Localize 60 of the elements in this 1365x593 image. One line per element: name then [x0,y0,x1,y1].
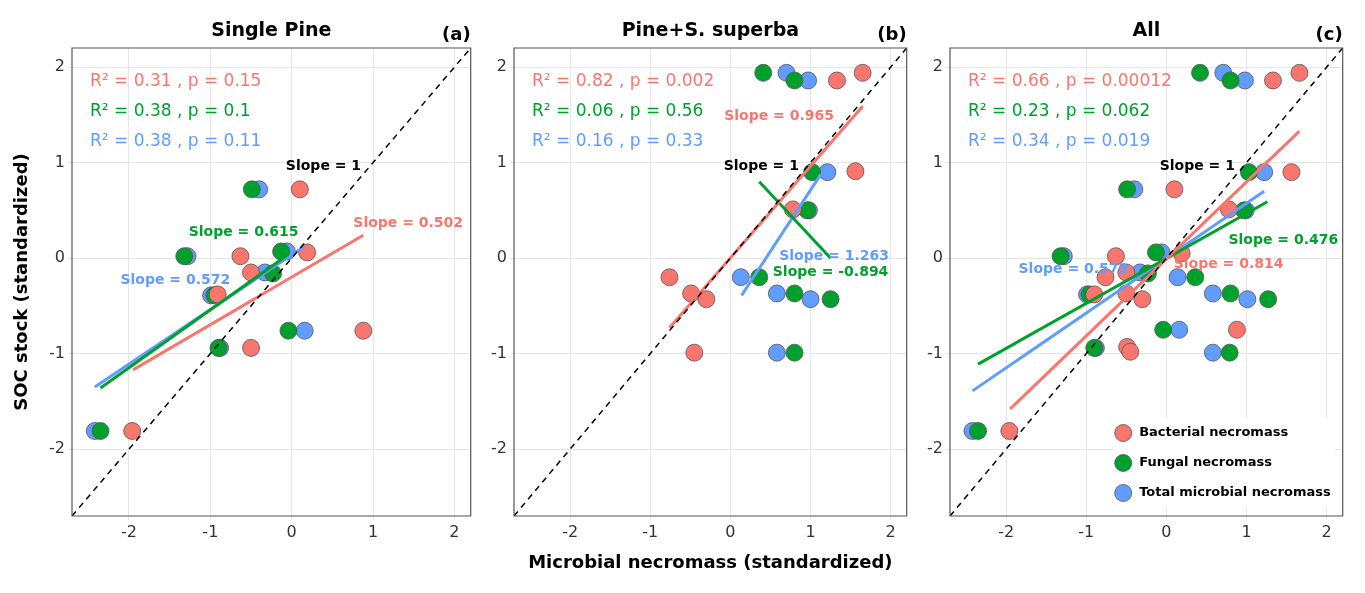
y-tick-label: -2 [491,438,507,458]
annotation: R² = 0.06 , p = 0.56 [532,100,704,120]
series-label: Slope = 1 [723,157,799,174]
legend-label: Fungal necromass [1139,454,1273,470]
x-tick-label: 0 [725,521,736,541]
series-label: Slope = -0.894 [772,262,889,279]
series-label: Slope = 1.263 [779,247,889,264]
annotation: R² = 0.38 , p = 0.1 [90,100,251,120]
y-tick-label: 1 [54,151,65,171]
y-tick-label: -1 [927,342,943,362]
y-tick-label: 0 [54,247,65,267]
annotation: R² = 0.34 , p = 0.019 [968,130,1151,150]
chart-subtitle: (b) [877,23,907,44]
x-tick-label: -2 [120,521,137,541]
x-axis-title: Microbial necromass (standardized) [528,550,893,572]
series-label: Slope = 0.615 [188,222,299,239]
annotation: R² = 0.66 , p = 0.00012 [968,70,1172,90]
x-tick-label: -1 [1078,521,1095,541]
x-tick-label: 2 [1321,521,1332,541]
chart-subtitle: (a) [442,23,471,44]
y-axis-title: SOC stock (standardized) [10,153,32,411]
legend-label: Bacterial necromass [1139,424,1289,440]
y-tick-label: 0 [932,247,943,267]
y-tick-label: -1 [49,342,65,362]
y-tick-label: -1 [491,342,507,362]
series-label: Slope = 0.476 [1228,230,1339,247]
series-label: Slope = 1 [285,157,362,174]
chart-title: Pine+S. superba [621,18,800,40]
x-tick-label: 1 [1241,521,1252,541]
series-label: Slope = 0.502 [353,213,464,230]
x-tick-label: -1 [202,521,219,541]
x-tick-label: -1 [642,521,659,541]
y-tick-label: 1 [496,151,507,171]
annotation: R² = 0.38 , p = 0.11 [90,130,262,150]
annotation: R² = 0.16 , p = 0.33 [532,130,704,150]
y-tick-label: 2 [932,56,943,76]
x-tick-label: 2 [885,521,896,541]
x-tick-label: -2 [998,521,1015,541]
annotation: R² = 0.31 , p = 0.15 [90,70,262,90]
annotation: R² = 0.82 , p = 0.002 [532,70,715,90]
x-tick-label: 0 [1161,521,1172,541]
x-tick-label: 1 [805,521,816,541]
y-tick-label: -2 [927,438,943,458]
series-label: Slope = 1 [1159,157,1235,174]
y-tick-label: -2 [49,438,65,458]
x-tick-label: -2 [562,521,579,541]
x-tick-label: 0 [286,521,297,541]
series-label: Slope = 0.572 [120,271,231,288]
y-tick-label: 2 [54,56,65,76]
chart-title: Single Pine [211,18,332,40]
annotation: R² = 0.23 , p = 0.062 [968,100,1151,120]
y-tick-label: 0 [496,247,507,267]
chart-title: All [1132,18,1161,40]
legend-label: Total microbial necromass [1139,484,1331,500]
series-label: Slope = 0.965 [724,107,834,124]
x-tick-label: 2 [449,521,460,541]
x-tick-label: 1 [367,521,379,541]
chart-subtitle: (c) [1315,23,1343,44]
y-tick-label: 1 [932,151,943,171]
y-tick-label: 2 [496,56,507,76]
